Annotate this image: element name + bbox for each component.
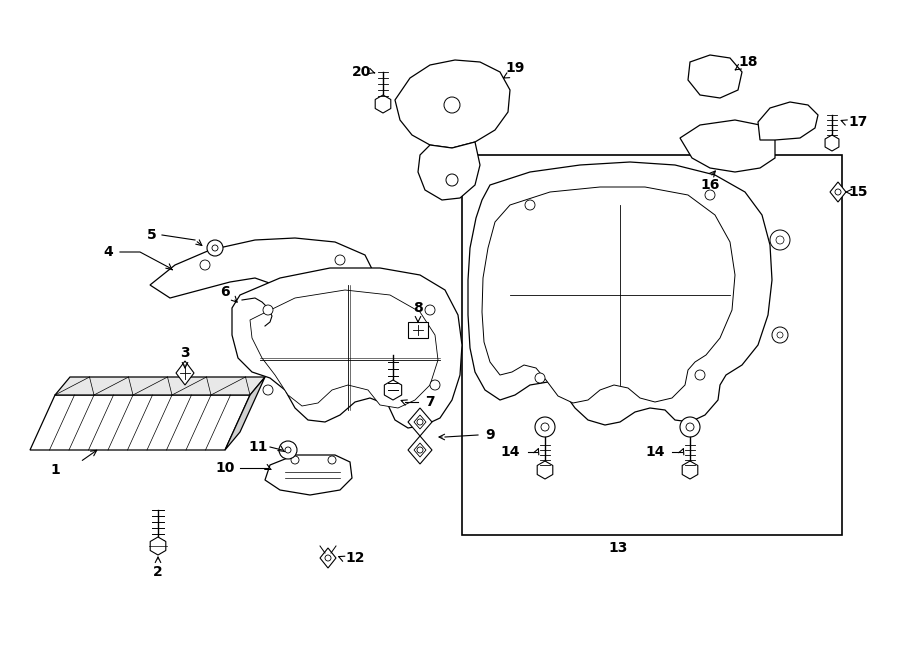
Circle shape <box>446 174 458 186</box>
Circle shape <box>777 332 783 338</box>
Polygon shape <box>758 102 818 140</box>
Text: 14: 14 <box>500 445 520 459</box>
Text: 19: 19 <box>505 61 525 75</box>
Polygon shape <box>537 461 553 479</box>
Circle shape <box>328 456 336 464</box>
Polygon shape <box>30 395 250 450</box>
Polygon shape <box>414 443 426 457</box>
Circle shape <box>444 97 460 113</box>
Circle shape <box>417 447 423 453</box>
Circle shape <box>291 456 299 464</box>
Polygon shape <box>482 187 735 403</box>
Text: 17: 17 <box>849 115 868 129</box>
Circle shape <box>705 190 715 200</box>
Polygon shape <box>414 415 426 429</box>
Circle shape <box>417 419 423 425</box>
Polygon shape <box>468 162 772 425</box>
Circle shape <box>207 240 223 256</box>
Polygon shape <box>225 377 265 450</box>
Circle shape <box>525 200 535 210</box>
Circle shape <box>835 189 841 195</box>
Polygon shape <box>418 142 480 200</box>
Polygon shape <box>395 60 510 148</box>
Circle shape <box>212 245 218 251</box>
Polygon shape <box>320 548 336 568</box>
Text: 3: 3 <box>180 346 190 360</box>
Circle shape <box>541 423 549 431</box>
Polygon shape <box>232 268 462 428</box>
Polygon shape <box>55 377 265 395</box>
Text: 10: 10 <box>215 461 235 475</box>
Polygon shape <box>176 361 194 385</box>
Circle shape <box>425 305 435 315</box>
Text: 2: 2 <box>153 565 163 579</box>
Circle shape <box>263 305 273 315</box>
Circle shape <box>263 385 273 395</box>
Polygon shape <box>150 537 166 555</box>
Polygon shape <box>682 461 698 479</box>
Text: 6: 6 <box>220 285 230 299</box>
Text: 16: 16 <box>700 178 720 192</box>
Circle shape <box>535 417 555 437</box>
Text: 5: 5 <box>147 228 157 242</box>
Text: 20: 20 <box>352 65 372 79</box>
Polygon shape <box>375 95 391 113</box>
Text: 12: 12 <box>346 551 365 565</box>
Text: 7: 7 <box>425 395 435 409</box>
Circle shape <box>535 373 545 383</box>
Circle shape <box>772 327 788 343</box>
Circle shape <box>776 236 784 244</box>
Polygon shape <box>384 380 401 400</box>
Circle shape <box>430 380 440 390</box>
Circle shape <box>695 370 705 380</box>
Polygon shape <box>408 408 432 436</box>
Polygon shape <box>830 182 846 202</box>
Circle shape <box>335 255 345 265</box>
Circle shape <box>770 230 790 250</box>
Circle shape <box>680 417 700 437</box>
Polygon shape <box>408 436 432 464</box>
Text: 4: 4 <box>104 245 112 259</box>
Circle shape <box>686 423 694 431</box>
Text: 9: 9 <box>485 428 495 442</box>
Text: 1: 1 <box>50 463 60 477</box>
Circle shape <box>325 555 331 561</box>
Circle shape <box>200 260 210 270</box>
Polygon shape <box>408 322 428 338</box>
Text: 8: 8 <box>413 301 423 315</box>
Polygon shape <box>255 285 325 365</box>
Polygon shape <box>250 290 438 408</box>
Text: 11: 11 <box>248 440 268 454</box>
Polygon shape <box>150 238 375 308</box>
Polygon shape <box>688 55 742 98</box>
Circle shape <box>285 447 291 453</box>
Text: 18: 18 <box>738 55 758 69</box>
Bar <box>462 155 842 535</box>
Polygon shape <box>265 455 352 495</box>
Circle shape <box>279 441 297 459</box>
Polygon shape <box>825 135 839 151</box>
Text: 15: 15 <box>848 185 868 199</box>
Text: 14: 14 <box>645 445 665 459</box>
Text: 13: 13 <box>608 541 627 555</box>
Polygon shape <box>680 120 775 172</box>
